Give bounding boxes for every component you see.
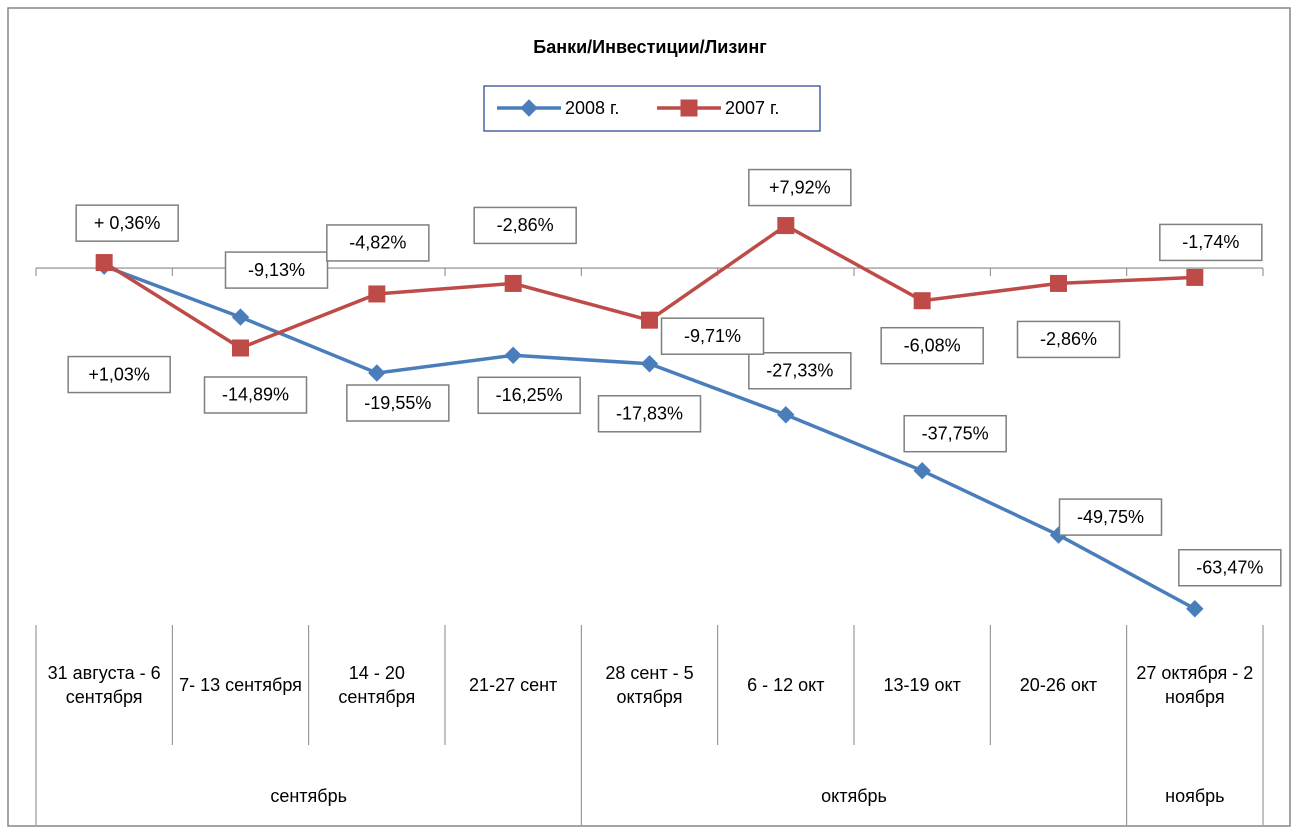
data-label: -37,75% xyxy=(922,423,989,443)
data-label-box xyxy=(473,206,577,245)
data-point xyxy=(1186,600,1204,618)
data-label-box xyxy=(346,384,450,422)
data-label: +7,92% xyxy=(769,177,831,197)
data-label-box xyxy=(75,204,179,242)
data-label: -6,08% xyxy=(904,335,961,355)
legend-marker xyxy=(680,99,698,117)
data-label: -63,47% xyxy=(1196,557,1263,577)
data-label-box xyxy=(67,355,171,394)
data-label: -19,55% xyxy=(364,393,431,413)
x-tick-label: 31 августа - 6 сентября xyxy=(47,663,161,707)
data-label: -9,13% xyxy=(248,260,305,280)
group-label: октябрь xyxy=(821,786,887,806)
data-label-box xyxy=(880,326,984,365)
data-point xyxy=(368,285,386,303)
x-tick-label: 6 - 12 окт xyxy=(747,675,825,695)
data-label-box xyxy=(1058,498,1163,536)
data-label: -49,75% xyxy=(1077,507,1144,527)
x-tick-label: 21-27 сент xyxy=(469,675,558,695)
data-label: -17,83% xyxy=(616,404,683,424)
data-label-box xyxy=(597,395,702,433)
data-point xyxy=(641,311,658,329)
data-point xyxy=(777,406,795,424)
data-label-box xyxy=(748,352,852,390)
data-label-box xyxy=(224,251,329,289)
x-tick-label-box: 7- 13 сентября xyxy=(179,675,302,695)
data-label-box xyxy=(903,414,1007,453)
data-label: -2,86% xyxy=(1040,329,1097,349)
group-label: сентябрь xyxy=(270,786,347,806)
data-point xyxy=(1050,274,1067,292)
x-tick-label: 13-19 окт xyxy=(883,675,961,695)
data-label-box xyxy=(1016,320,1121,359)
data-label-box xyxy=(203,376,308,414)
data-label-box xyxy=(660,317,765,355)
x-tick-label-box: 6 - 12 окт xyxy=(747,675,825,695)
x-tick-label: 28 сент - 5 октября xyxy=(605,663,694,707)
data-point xyxy=(232,339,249,357)
data-label-box xyxy=(477,376,581,415)
data-point xyxy=(231,308,250,326)
legend-label: 2008 г. xyxy=(565,98,619,118)
data-label: -16,25% xyxy=(496,385,563,405)
data-label-box xyxy=(1159,223,1263,262)
data-label: +1,03% xyxy=(88,364,150,384)
data-point xyxy=(504,274,522,292)
data-point xyxy=(1186,268,1204,286)
data-label: -2,86% xyxy=(497,215,554,235)
data-point xyxy=(95,254,113,272)
legend-label: 2007 г. xyxy=(725,98,779,118)
data-point xyxy=(368,364,386,382)
data-label-box xyxy=(1178,548,1282,587)
x-tick-label-box: 27 октября - 2 ноября xyxy=(1136,663,1254,707)
data-label-box xyxy=(326,224,430,262)
x-tick-label-box: 14 - 20 сентября xyxy=(338,663,416,707)
x-tick-label-box: 13-19 окт xyxy=(883,675,961,695)
group-label: ноябрь xyxy=(1165,786,1224,806)
data-label: + 0,36% xyxy=(94,213,161,233)
data-point xyxy=(913,292,931,310)
x-tick-label-box: 20-26 окт xyxy=(1019,675,1098,695)
data-label: -14,89% xyxy=(222,385,289,405)
x-tick-label: 14 - 20 сентября xyxy=(338,663,416,707)
x-tick-label: 27 октября - 2 ноября xyxy=(1136,663,1254,707)
data-label: -1,74% xyxy=(1182,232,1239,252)
data-label: -27,33% xyxy=(766,361,833,381)
data-label: -4,82% xyxy=(349,233,406,253)
data-point xyxy=(640,355,659,373)
chart-title: Банки/Инвестиции/Лизинг xyxy=(533,37,767,57)
data-point xyxy=(913,461,931,480)
legend-marker xyxy=(520,99,538,117)
x-tick-label: 7- 13 сентября xyxy=(179,675,302,695)
x-tick-label-box: 31 августа - 6 сентября xyxy=(47,663,161,707)
x-tick-label-box: 28 сент - 5 октября xyxy=(605,663,694,707)
data-point xyxy=(777,217,795,235)
data-label: -9,71% xyxy=(684,326,741,346)
data-label-box xyxy=(748,168,852,207)
x-tick-label: 20-26 окт xyxy=(1019,675,1098,695)
x-tick-label-box: 21-27 сент xyxy=(469,675,558,695)
data-point xyxy=(504,346,522,365)
